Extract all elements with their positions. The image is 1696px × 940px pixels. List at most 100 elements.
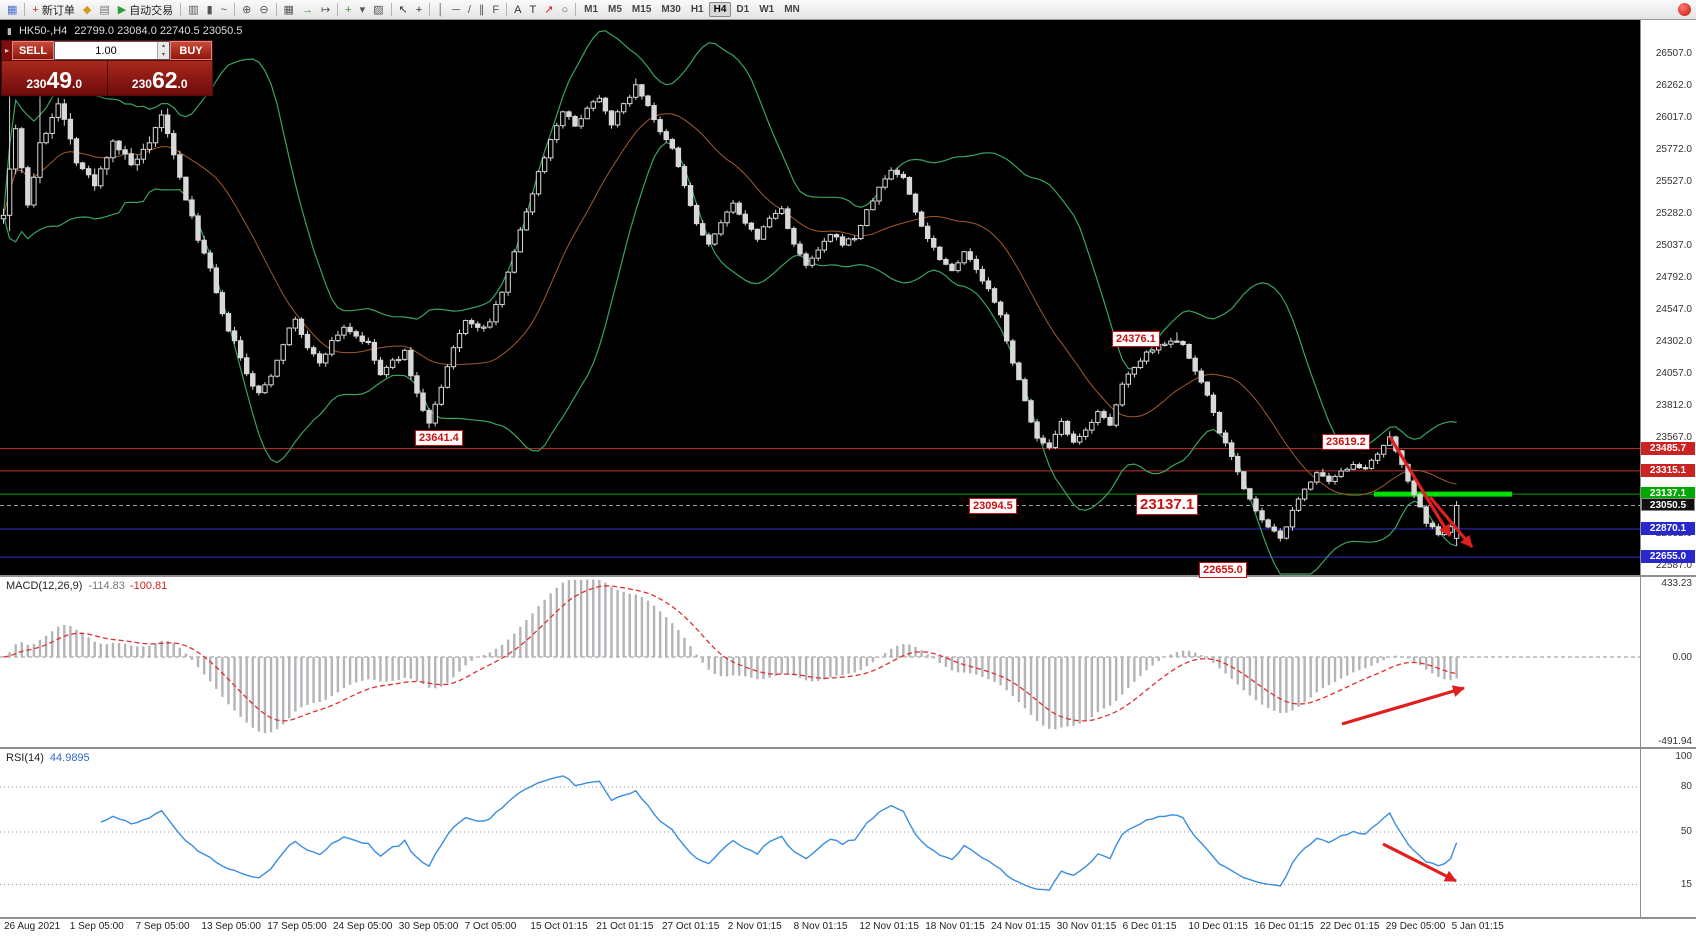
trendline-icon-glyph: / [467, 3, 471, 16]
arrows-tool-icon-glyph: ↗ [544, 3, 554, 16]
volume-up-icon[interactable]: ▴ [158, 42, 169, 51]
annotation-arrows [1341, 436, 1474, 883]
toolbar-separator [390, 3, 392, 16]
zoom-out-icon[interactable]: ⊖ [255, 1, 272, 19]
toolbar-separator [506, 3, 508, 16]
horizontal-line-icon-glyph: ─ [452, 3, 460, 16]
auto-scroll-icon-glyph: → [301, 3, 313, 16]
metaeditor-icon[interactable]: ◆ [79, 1, 95, 19]
market-depth-icon-glyph: ▤ [99, 3, 110, 16]
trendline-icon[interactable]: / [464, 1, 475, 19]
zoom-in-icon[interactable]: ⊕ [238, 1, 255, 19]
buy-price-big: 62 [151, 67, 178, 93]
metaquotes-icon[interactable] [1678, 3, 1691, 16]
timeframe-H1[interactable]: H1 [690, 4, 704, 15]
timeframe-M30[interactable]: M30 [661, 4, 681, 15]
templates-icon[interactable]: ▨ [369, 1, 387, 19]
timeframe-M15[interactable]: M15 [631, 4, 652, 15]
timeframe-D1[interactable]: D1 [736, 4, 750, 15]
one-click-collapse-icon[interactable]: ▸ [4, 46, 9, 55]
symbol-ohlc: 22799.0 23084.0 22740.5 23050.5 [74, 25, 243, 37]
rsi-indicator-label: RSI(14) 44.9895 [6, 752, 90, 764]
toolbar-separator [24, 3, 26, 16]
one-click-top-row: ▸ SELL 1.00 ▴ ▾ BUY [1, 40, 213, 61]
horizontal-line-icon[interactable]: ─ [448, 1, 464, 19]
candlestick-mode-icon[interactable]: ▮ [203, 1, 217, 19]
price-callout[interactable]: 23094.5 [969, 498, 1017, 514]
toolbar-separator [234, 3, 236, 16]
toolbar: ▦ + 新订单 ◆ ▤ ▶ 自动交易 ▥ ▮ ~ ⊕ ⊖ ▦ → ↦ + ▾ ▨ ↖ + │ ─ / ∥ F A T ↗ ○ M1 M5 M1… [0, 0, 1696, 20]
auto-trading-button-glyph: ▶ [117, 3, 127, 16]
text-label-icon[interactable]: T [526, 1, 541, 19]
templates-icon-glyph: ▨ [373, 3, 384, 16]
new-order-button-glyph: + [32, 3, 39, 16]
volume-value: 1.00 [95, 44, 117, 57]
fibonacci-icon[interactable]: F [488, 1, 503, 19]
rsi-name: RSI(14) [6, 752, 44, 764]
line-chart-icon[interactable]: ~ [217, 1, 231, 19]
macd-histogram [8, 579, 1458, 733]
timeframe-MN[interactable]: MN [784, 4, 800, 15]
horizontal-levels [0, 448, 1640, 558]
auto-scroll-icon[interactable]: → [298, 1, 317, 19]
volume-down-icon[interactable]: ▾ [158, 50, 169, 59]
macd-name: MACD(12,26,9) [6, 580, 83, 592]
sell-button[interactable]: SELL [12, 41, 54, 60]
new-order-button-label: 新订单 [41, 4, 75, 17]
timeframe-W1[interactable]: W1 [759, 4, 775, 15]
auto-trading-button[interactable]: ▶ 自动交易 [114, 1, 177, 19]
toolbar-separator [429, 3, 431, 16]
price-down-arrow-1[interactable] [1388, 436, 1452, 537]
timeframe-M1[interactable]: M1 [584, 4, 599, 15]
macd-up-arrow[interactable] [1341, 685, 1465, 726]
macd-main-value: -114.83 [88, 580, 125, 592]
market-depth-icon[interactable]: ▤ [95, 1, 113, 19]
periods-icon-glyph: ▾ [359, 3, 366, 16]
indicators-icon[interactable]: + [341, 1, 355, 19]
indicators-icon-glyph: + [345, 3, 352, 16]
toolbar-separator [337, 3, 339, 16]
shapes-icon-glyph: ○ [561, 3, 569, 16]
ohlc-bars-icon-glyph: ▥ [188, 3, 199, 16]
sell-price[interactable]: 230 49.0 [2, 61, 107, 95]
new-order-button[interactable]: + 新订单 [28, 1, 78, 19]
price-callout[interactable]: 23641.4 [415, 430, 463, 446]
chart-plot-background [0, 20, 1640, 575]
price-callout[interactable]: 23619.2 [1322, 434, 1370, 450]
price-callout[interactable]: 23137.1 [1136, 494, 1199, 515]
text-icon[interactable]: A [510, 1, 525, 19]
metaeditor-icon-glyph: ◆ [82, 3, 92, 16]
chart-shift-icon[interactable]: ↦ [317, 1, 334, 19]
new-chart-icon[interactable]: ▦ [3, 1, 21, 19]
bollinger-upper-band [2, 30, 1457, 450]
auto-trading-button-label: 自动交易 [129, 4, 174, 17]
buy-price[interactable]: 230 62.0 [108, 61, 213, 95]
timeframe-H4[interactable]: H4 [708, 2, 732, 17]
buy-price-suffix: .0 [177, 77, 188, 91]
shapes-icon[interactable]: ○ [557, 1, 572, 19]
price-callout[interactable]: 22655.0 [1199, 562, 1247, 578]
tile-windows-icon[interactable]: ▦ [280, 1, 298, 19]
ohlc-bars-icon[interactable]: ▥ [184, 1, 202, 19]
vertical-line-icon[interactable]: │ [433, 1, 448, 19]
periods-icon[interactable]: ▾ [356, 1, 370, 19]
cursor-icon[interactable]: ↖ [395, 1, 412, 19]
chart-shift-icon-glyph: ↦ [320, 3, 331, 16]
volume-input[interactable]: 1.00 ▴ ▾ [54, 41, 170, 60]
toolbar-separator [180, 3, 182, 16]
timeframe-M5[interactable]: M5 [608, 4, 622, 15]
crosshair-icon[interactable]: + [412, 1, 426, 19]
price-down-arrow-2[interactable] [1428, 495, 1474, 549]
one-click-trading-panel: ▸ SELL 1.00 ▴ ▾ BUY 230 49.0 230 62.0 [1, 40, 213, 96]
arrows-tool-icon[interactable]: ↗ [540, 1, 557, 19]
chart-symbol-icon: ▮ [7, 25, 12, 36]
vertical-line-icon-glyph: │ [437, 3, 445, 16]
cursor-icon-glyph: ↖ [398, 3, 408, 16]
buy-price-prefix: 230 [131, 77, 152, 91]
price-callout[interactable]: 24376.1 [1112, 331, 1160, 347]
buy-button[interactable]: BUY [170, 41, 212, 60]
rsi-down-arrow[interactable] [1382, 842, 1457, 883]
volume-stepper[interactable]: ▴ ▾ [157, 42, 169, 59]
equidistant-channel-icon[interactable]: ∥ [475, 1, 489, 19]
